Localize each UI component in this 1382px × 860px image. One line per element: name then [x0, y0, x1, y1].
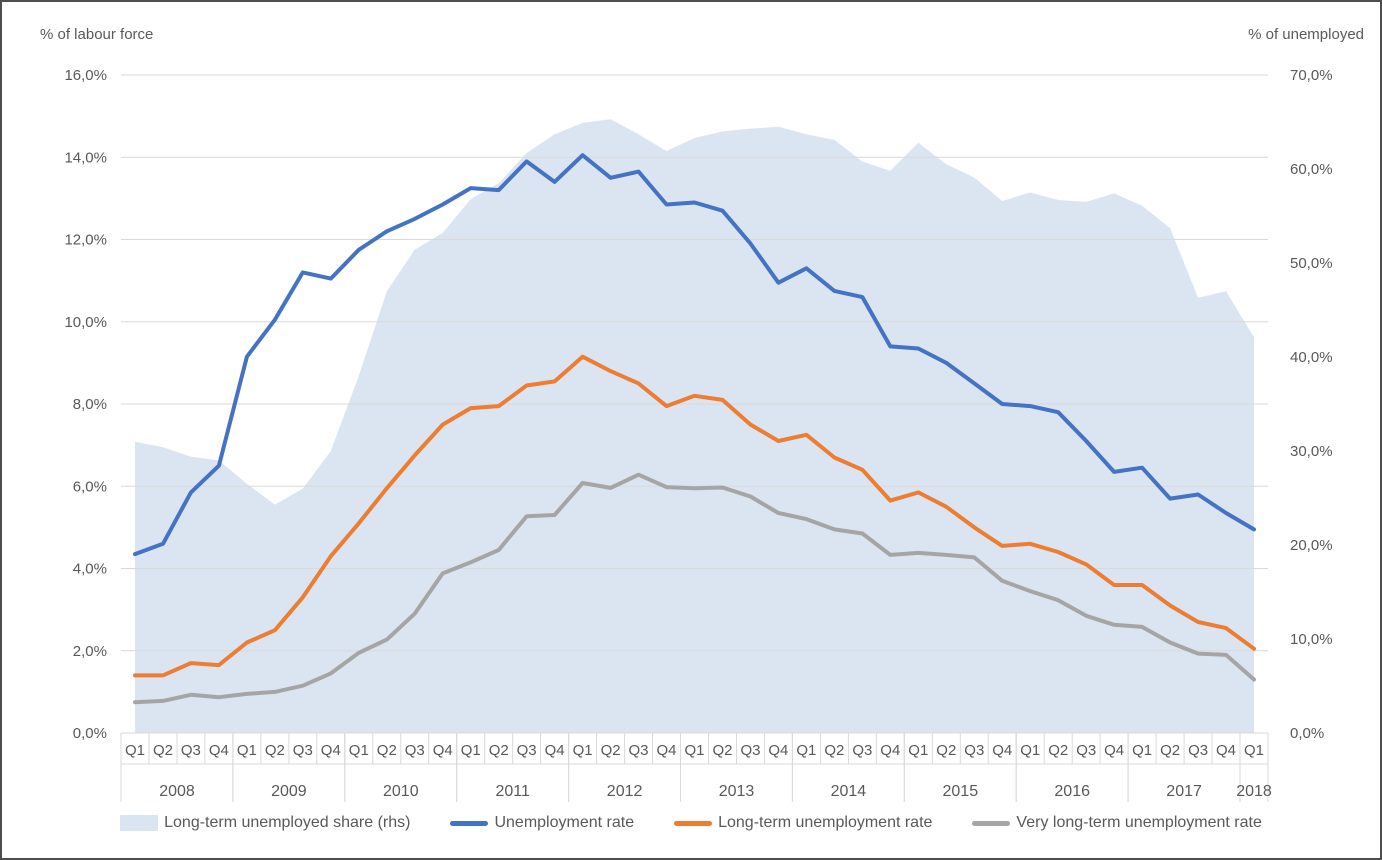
year-label: 2014: [831, 783, 867, 800]
quarter-label: Q1: [684, 742, 704, 759]
quarter-label: Q4: [433, 742, 453, 759]
right-axis-tick-label: 30,0%: [1290, 443, 1333, 460]
left-axis-tick-label: 2,0%: [73, 643, 107, 660]
legend: Long-term unemployed share (rhs) Unemplo…: [2, 814, 1380, 832]
year-label: 2016: [1054, 783, 1090, 800]
area-swatch: [120, 815, 159, 831]
quarter-label: Q3: [628, 742, 648, 759]
right-axis-tick-label: 0,0%: [1290, 725, 1324, 742]
year-label: 2011: [495, 783, 530, 800]
right-axis-tick-label: 60,0%: [1290, 161, 1333, 178]
quarter-label: Q4: [1216, 742, 1236, 759]
quarter-label: Q1: [1132, 742, 1152, 759]
legend-label: Long-term unemployment rate: [718, 814, 933, 831]
quarter-label: Q2: [1048, 742, 1068, 759]
quarter-label: Q1: [1244, 742, 1264, 759]
line-swatch: [674, 820, 713, 826]
quarter-label: Q2: [265, 742, 285, 759]
quarter-label: Q4: [992, 742, 1012, 759]
quarter-label: Q4: [656, 742, 676, 759]
quarter-label: Q4: [1104, 742, 1124, 759]
quarter-label: Q3: [181, 742, 201, 759]
quarter-label: Q4: [880, 742, 900, 759]
quarter-label: Q3: [740, 742, 760, 759]
quarter-label: Q3: [964, 742, 984, 759]
left-axis-tick-label: 10,0%: [64, 314, 107, 331]
quarter-label: Q1: [573, 742, 593, 759]
line-series-long-term-unemployment-rate: [133, 354, 1256, 678]
quarter-label: Q3: [405, 742, 425, 759]
line-swatch: [972, 820, 1011, 826]
left-axis-tick-label: 4,0%: [73, 561, 107, 578]
quarter-label: Q3: [293, 742, 313, 759]
year-label: 2010: [383, 783, 419, 800]
legend-item-unemployment-rate: Unemployment rate: [450, 814, 634, 832]
quarter-label: Q4: [321, 742, 341, 759]
quarter-label: Q1: [237, 742, 257, 759]
area-series-long-term-unemployed-share: [135, 119, 1254, 733]
quarter-label: Q1: [1020, 742, 1040, 759]
quarter-label: Q1: [908, 742, 928, 759]
year-label: 2017: [1166, 783, 1202, 800]
quarter-label: Q2: [936, 742, 956, 759]
quarter-label: Q1: [796, 742, 816, 759]
left-axis-tick-label: 12,0%: [64, 232, 107, 249]
year-label: 2013: [719, 783, 755, 800]
legend-item-long-term-unemployed-share: Long-term unemployed share (rhs): [120, 814, 410, 832]
quarter-label: Q2: [712, 742, 732, 759]
quarter-label: Q2: [824, 742, 844, 759]
legend-item-long-term-unemployment-rate: Long-term unemployment rate: [674, 814, 932, 832]
line-series-very-long-term-unemployment-rate: [133, 472, 1256, 705]
quarter-label: Q2: [1160, 742, 1180, 759]
left-axis-tick-label: 8,0%: [73, 396, 107, 413]
right-axis-tick-label: 50,0%: [1290, 255, 1333, 272]
quarter-label: Q3: [852, 742, 872, 759]
quarter-label: Q2: [377, 742, 397, 759]
right-axis-tick-label: 40,0%: [1290, 349, 1333, 366]
quarter-label: Q3: [1188, 742, 1208, 759]
right-axis-title: % of unemployed: [1248, 26, 1364, 43]
quarter-label: Q1: [349, 742, 369, 759]
legend-label: Very long-term unemployment rate: [1016, 814, 1262, 831]
legend-item-very-long-term-unemployment-rate: Very long-term unemployment rate: [972, 814, 1262, 832]
left-axis-title: % of labour force: [40, 26, 154, 43]
quarter-label: Q2: [153, 742, 173, 759]
quarter-label: Q2: [601, 742, 621, 759]
year-label: 2012: [607, 783, 643, 800]
right-axis-tick-label: 10,0%: [1290, 631, 1333, 648]
left-axis-tick-label: 16,0%: [64, 67, 107, 84]
quarter-label: Q4: [545, 742, 565, 759]
left-axis-tick-label: 14,0%: [64, 149, 107, 166]
quarter-label: Q1: [125, 742, 145, 759]
legend-label: Long-term unemployed share (rhs): [164, 814, 411, 831]
legend-label: Unemployment rate: [494, 814, 635, 831]
quarter-label: Q3: [1076, 742, 1096, 759]
year-label: 2008: [159, 783, 195, 800]
line-series-unemployment-rate: [133, 153, 1256, 557]
left-axis-tick-label: 6,0%: [73, 478, 107, 495]
quarter-label: Q2: [489, 742, 509, 759]
left-axis-tick-label: 0,0%: [73, 725, 107, 742]
line-swatch: [450, 820, 489, 826]
chart-plot: 2008 Q1 Q2 Q3 Q4 2009 Q1 Q2 Q3 Q4 2010 Q1 Q2 Q3 Q4 2011…: [64, 67, 1333, 802]
year-label: 2009: [271, 783, 307, 800]
right-axis-tick-label: 20,0%: [1290, 537, 1333, 554]
right-axis-tick-label: 70,0%: [1290, 67, 1333, 84]
quarter-label: Q4: [768, 742, 788, 759]
quarter-label: Q4: [209, 742, 229, 759]
year-label: 2018: [1236, 783, 1272, 800]
quarter-label: Q1: [461, 742, 481, 759]
year-label: 2015: [943, 783, 979, 800]
quarter-label: Q3: [517, 742, 537, 759]
